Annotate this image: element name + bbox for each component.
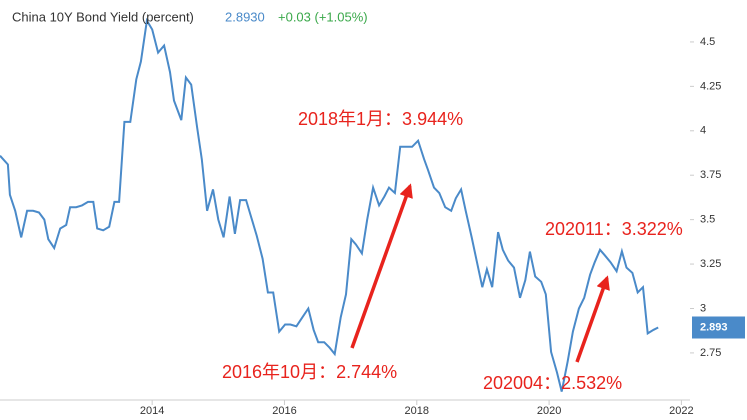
last-value-box [692, 316, 745, 339]
y-tick-label: 4.5 [700, 36, 715, 48]
arrow [575, 275, 610, 363]
line [0, 17, 659, 392]
annotation: 2018年1月：3.944% [298, 109, 463, 129]
y-tick-label: 4.25 [700, 80, 721, 92]
x-tick-label: 2014 [140, 405, 164, 417]
arrow [350, 183, 413, 349]
change: +0.03 (+1.05%) [278, 9, 368, 24]
x-tick-label: 2018 [405, 405, 429, 417]
chart-title: China 10Y Bond Yield (percent) [12, 9, 194, 24]
last-value-label: 2.893 [700, 321, 728, 333]
y-tick-label: 3 [700, 302, 706, 314]
annotation: 202004：2.532% [483, 373, 622, 393]
annotation: 2016年10月：2.744% [222, 362, 397, 382]
annotation: 202011：3.322% [545, 219, 683, 239]
y-tick-label: 4 [700, 125, 706, 137]
y-tick-label: 3.75 [700, 169, 721, 181]
x-tick-label: 2016 [272, 405, 296, 417]
y-tick-label: 2.75 [700, 347, 721, 359]
last-price: 2.8930 [225, 9, 265, 24]
x-tick-label: 2020 [537, 405, 561, 417]
y-tick-label: 3.25 [700, 258, 721, 270]
x-tick-label: 2022 [669, 405, 693, 417]
y-tick-label: 3.5 [700, 214, 715, 226]
